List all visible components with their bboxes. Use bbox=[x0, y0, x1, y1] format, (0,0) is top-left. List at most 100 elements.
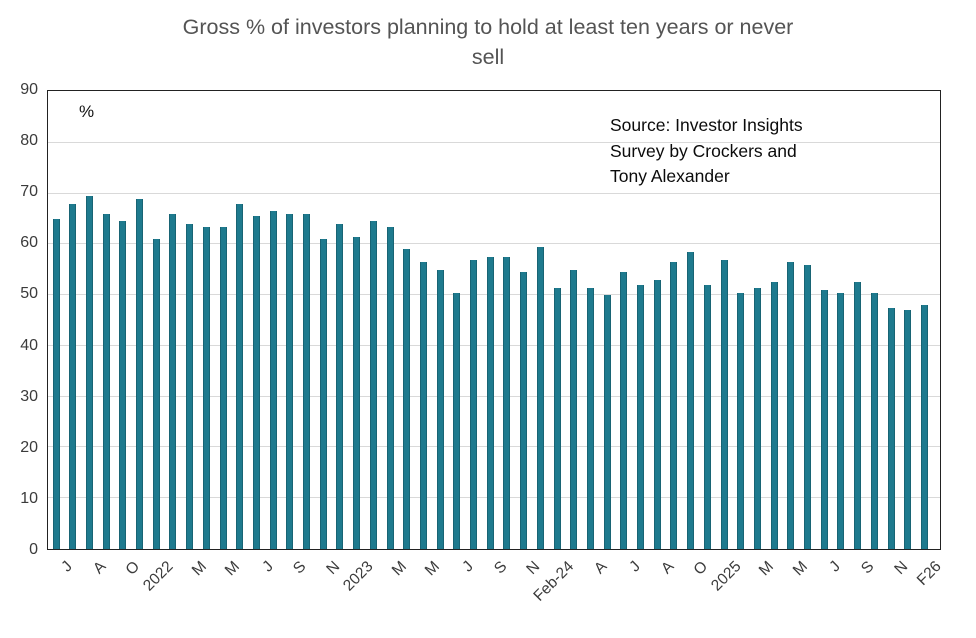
bar bbox=[870, 292, 878, 549]
bar bbox=[136, 198, 143, 549]
gridline bbox=[48, 294, 940, 296]
bar bbox=[653, 279, 661, 549]
y-tick-label: 90 bbox=[20, 81, 38, 98]
y-tick-label: 70 bbox=[20, 183, 38, 201]
bar bbox=[85, 196, 93, 549]
bar bbox=[687, 251, 695, 549]
x-tick-label: A bbox=[591, 558, 611, 578]
bar bbox=[620, 272, 628, 549]
bar bbox=[419, 262, 427, 549]
bar bbox=[436, 269, 444, 549]
source-note-line-2: Survey by Crockers and bbox=[610, 140, 797, 161]
y-tick-label: 10 bbox=[20, 489, 38, 507]
bar bbox=[503, 257, 511, 549]
x-tick-label: J bbox=[626, 558, 644, 576]
x-tick-label: N bbox=[891, 558, 912, 578]
bar bbox=[670, 262, 678, 549]
chart-title: Gross % of investors planning to hold at… bbox=[0, 12, 976, 72]
bar bbox=[586, 287, 594, 549]
bar bbox=[787, 262, 795, 549]
source-note-line-1: Source: Investor Insights bbox=[610, 115, 803, 135]
x-tick-label: S bbox=[858, 558, 878, 578]
bar bbox=[854, 282, 862, 549]
bar bbox=[486, 257, 494, 549]
bar bbox=[219, 226, 227, 549]
bar bbox=[904, 310, 912, 549]
y-tick-label: 40 bbox=[20, 336, 38, 354]
bar bbox=[637, 284, 644, 549]
bar bbox=[303, 213, 310, 549]
bar bbox=[353, 236, 361, 549]
x-tick-label: J bbox=[258, 558, 277, 576]
plot-area: % Source: Investor Insights Survey by Cr… bbox=[47, 90, 944, 605]
x-tick-label: S bbox=[290, 558, 310, 578]
bar bbox=[703, 284, 711, 549]
x-tick-label: J bbox=[826, 558, 845, 576]
x-tick-label: 2022 bbox=[139, 558, 177, 595]
x-tick-label: M bbox=[221, 558, 244, 580]
bar bbox=[202, 226, 210, 549]
bar bbox=[536, 246, 544, 549]
bar bbox=[336, 224, 344, 549]
bar bbox=[52, 218, 60, 549]
x-tick-label: 2025 bbox=[707, 558, 745, 595]
gridline bbox=[48, 243, 940, 245]
x-tick-label: J bbox=[459, 558, 477, 576]
x-tick-label: 2023 bbox=[340, 558, 377, 595]
gridline bbox=[48, 395, 940, 397]
x-tick-label: O bbox=[122, 558, 143, 579]
bar bbox=[186, 224, 194, 549]
bar bbox=[69, 203, 77, 549]
bar bbox=[453, 292, 461, 549]
x-tick-label: M bbox=[789, 558, 811, 580]
x-tick-label: S bbox=[490, 558, 511, 578]
bar bbox=[369, 221, 377, 549]
bar bbox=[753, 287, 761, 549]
x-tick-label: N bbox=[323, 558, 344, 578]
y-tick-label: 50 bbox=[20, 285, 38, 303]
bar bbox=[152, 239, 160, 549]
bar bbox=[470, 259, 477, 549]
y-axis-unit-label: % bbox=[79, 102, 95, 121]
bar bbox=[804, 264, 811, 549]
x-tick-label: M bbox=[422, 558, 444, 580]
bar bbox=[286, 213, 294, 549]
bar bbox=[119, 221, 127, 549]
bar bbox=[720, 259, 728, 549]
x-tick-label: A bbox=[90, 558, 110, 578]
bar bbox=[102, 213, 110, 549]
y-tick-label: 30 bbox=[20, 387, 38, 405]
gridline bbox=[48, 497, 940, 499]
bar bbox=[403, 249, 411, 549]
source-note: Source: Investor Insights Survey by Croc… bbox=[610, 113, 803, 190]
x-tick-label: M bbox=[188, 558, 210, 580]
x-tick-label: M bbox=[388, 558, 411, 580]
y-axis-tick-labels: 0 10 20 30 40 50 60 70 80 90 bbox=[0, 0, 38, 638]
bar bbox=[252, 216, 260, 549]
y-tick-label: 60 bbox=[20, 234, 38, 252]
x-tick-label: N bbox=[523, 558, 544, 578]
bar bbox=[737, 292, 745, 549]
bar bbox=[520, 272, 528, 549]
y-tick-label: 20 bbox=[20, 438, 38, 456]
gridline bbox=[48, 344, 940, 346]
bar bbox=[887, 307, 895, 549]
bar bbox=[553, 287, 561, 549]
bar bbox=[837, 292, 845, 549]
bar bbox=[169, 213, 177, 549]
source-note-line-3: Tony Alexander bbox=[610, 166, 730, 186]
x-tick-label: O bbox=[690, 558, 711, 579]
bar bbox=[570, 269, 578, 549]
bar bbox=[319, 239, 327, 549]
bar bbox=[269, 211, 277, 549]
y-tick-label: 80 bbox=[20, 132, 38, 150]
bar bbox=[920, 305, 928, 549]
bar bbox=[770, 282, 778, 549]
x-tick-label: M bbox=[756, 558, 778, 580]
gridline bbox=[48, 446, 940, 448]
chart-title-line-1: Gross % of investors planning to hold at… bbox=[182, 15, 794, 39]
gridline bbox=[48, 141, 940, 143]
x-tick-label: A bbox=[657, 558, 678, 578]
chart-title-line-2: sell bbox=[471, 45, 505, 69]
